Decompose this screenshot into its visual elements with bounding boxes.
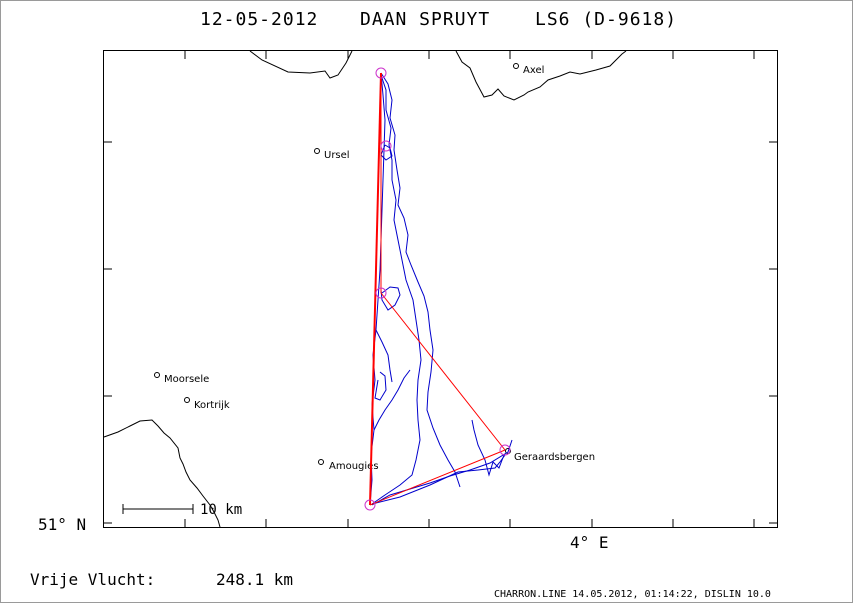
turnpoint-2 [380, 140, 392, 152]
distance-value: 248.1 km [216, 570, 293, 589]
turnpoints [364, 67, 511, 511]
latitude-label: 51° N [38, 515, 86, 534]
town-marker-kortrijk [184, 397, 190, 403]
turnpoint-3 [375, 287, 387, 299]
credit-line: CHARRON.LINE 14.05.2012, 01:14:22, DISLI… [494, 589, 771, 600]
distance-label: Vrije Vlucht: [30, 570, 155, 589]
town-marker-ursel [314, 148, 320, 154]
town-label-geraardsbergen: Geraardsbergen [514, 452, 595, 463]
town-marker-amougies [318, 459, 324, 465]
border-southwest [103, 419, 221, 528]
town-label-ursel: Ursel [324, 150, 350, 161]
turnpoint-north [375, 67, 387, 79]
scheldt-estuary [455, 50, 627, 101]
town-label-moorsele: Moorsele [164, 374, 209, 385]
turnpoint-east [499, 444, 511, 456]
town-label-axel: Axel [523, 65, 544, 76]
task-legs [369, 72, 506, 506]
axis-ticks [104, 51, 777, 527]
longitude-label: 4° E [570, 533, 609, 552]
turnpoint-start [364, 499, 376, 511]
flight-date: 12-05-2012 [200, 9, 318, 30]
pilot-name: DAAN SPRUYT [360, 9, 490, 30]
scale-label: 10 km [200, 502, 242, 518]
flight-track [369, 72, 513, 506]
glider-id: LS6 (D-9618) [535, 9, 677, 30]
town-marker-moorsele [154, 372, 160, 378]
scale-bar [122, 504, 194, 514]
town-marker-axel [513, 63, 519, 69]
town-label-kortrijk: Kortrijk [194, 400, 230, 411]
map-frame [103, 50, 778, 528]
town-label-amougies: Amougies [329, 461, 379, 472]
coastline-north [249, 50, 353, 79]
